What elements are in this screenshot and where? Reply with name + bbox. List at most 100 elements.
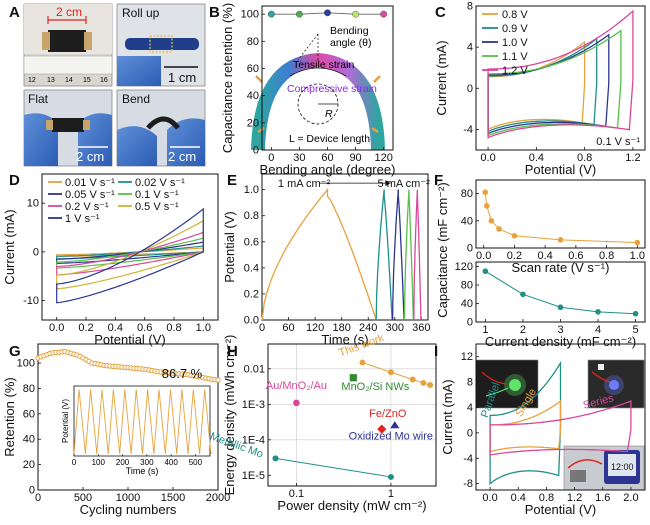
panel-label-b: B [209, 4, 220, 21]
y-tick-label: 0.2 [244, 288, 259, 300]
x-tick-label: 0.4 [511, 492, 526, 504]
plot-frame [267, 343, 437, 487]
photo-led-green [475, 359, 539, 409]
photo-caption-roll-up: Roll up [122, 6, 160, 20]
y-axis-label: Current (mA) [2, 209, 17, 284]
x-tick-label: 0.8 [539, 492, 554, 504]
y-tick-label: 0.4 [244, 262, 259, 274]
y-tick-label: 4 [467, 402, 473, 414]
x-axis-label: Potential (V) [525, 502, 597, 517]
legend-label: 1.0 V [502, 37, 528, 49]
scan-rate-point [483, 203, 490, 209]
photo-caption-flat: Flat [28, 92, 49, 106]
y-tick-label: 0 [33, 246, 39, 258]
current-density-point [557, 304, 564, 311]
current-density-low-label: 1 mA cm⁻² [278, 178, 331, 190]
current-density-point [482, 268, 489, 275]
panel-a: A 2 cm 12 13 14 15 16 Roll up [9, 3, 206, 167]
scan-rate-line [484, 192, 638, 244]
panel-h: H 0.1 1 1E-5 1E-4 1E-3 0.01 Power density (mW … [208, 332, 437, 513]
x-axis-label: Bending angle (degree) [260, 162, 396, 177]
series-marker [349, 374, 357, 382]
y-tick-label: 8 [467, 1, 473, 13]
legend-label: 0.9 V [502, 23, 528, 35]
x-tick-label: 0.0 [482, 492, 497, 504]
inset-x-axis-label: Time (s) [126, 466, 159, 476]
y-tick-label: 80 [247, 36, 259, 48]
retention-point [296, 10, 303, 18]
x-tick-label: 4 [595, 324, 601, 336]
y-tick-label: 0 [29, 485, 35, 497]
x-axis-label: Cycling numbers [80, 502, 177, 517]
gcd-curve [375, 189, 393, 321]
x-tick-label: 0 [259, 322, 265, 334]
y-axis-label: Current (mA) [440, 379, 455, 454]
x-tick-label: 0 [268, 152, 274, 164]
panel-i: I 12:00 0.0 0.4 0.8 1.2 1.6 2.0 -8 -4 0 4 8 12 Poten… [434, 343, 646, 517]
photo-ruler: 2 cm 12 13 14 15 16 [23, 3, 113, 87]
scan-rate-point [482, 189, 489, 196]
x-tick-label: 0.4 [537, 250, 552, 262]
y-tick-label: 8 [467, 377, 473, 389]
ruler-tick-13: 13 [47, 77, 55, 84]
y-axis-label: Capacitance retention (%) [220, 3, 235, 153]
x-axis-label: Scan rate (V s⁻¹) [512, 260, 610, 275]
series-marker [359, 359, 366, 366]
series-marker [387, 369, 394, 376]
annotation-arrowhead [385, 180, 391, 187]
x-tick-label: 240 [359, 322, 377, 334]
y-tick-label: 0 [253, 145, 259, 157]
panel-b: B Bending angle (θ) Tensile strain Compr… [209, 3, 395, 177]
y-tick-label: 1E-3 [242, 399, 265, 411]
photo-led-blue [587, 359, 645, 409]
legend-label: 0.1 V s⁻¹ [135, 189, 179, 201]
x-tick-label: 30 [293, 152, 305, 164]
series-label: Fe/ZnO [369, 408, 407, 420]
legend-label: 0.05 V s⁻¹ [65, 189, 115, 201]
y-tick-label: 1.0 [244, 184, 259, 196]
x-tick-label: 0.0 [49, 322, 64, 334]
plot-frame [475, 179, 646, 249]
plot-frame [261, 173, 429, 321]
series-marker [292, 399, 300, 406]
x-tick-label: 0.0 [476, 250, 491, 262]
x-tick-label: 2.0 [623, 492, 638, 504]
x-tick-label: 0.2 [78, 322, 93, 334]
compressive-strain-label: Compressive strain [287, 83, 377, 95]
current-density-point [520, 291, 526, 298]
x-tick-label: 1 [482, 324, 488, 336]
y-tick-label: 100 [241, 9, 259, 21]
x-axis-label: Potential (V) [94, 332, 166, 347]
inset-x-tick-label: 300 [140, 458, 154, 467]
x-tick-label: 500 [74, 492, 92, 504]
x-tick-label: 1.0 [196, 322, 211, 334]
y-tick-label: 60 [247, 63, 259, 75]
x-tick-label: 1.2 [567, 492, 582, 504]
photo-measure-label: 2 cm [56, 5, 82, 19]
x-tick-label: 3 [557, 324, 563, 336]
x-tick-label: 2000 [206, 492, 230, 504]
cv-curve [489, 400, 632, 456]
cv-curve [487, 9, 634, 139]
panel-label-h: H [227, 343, 238, 360]
y-tick-label: 20 [23, 459, 35, 471]
y-tick-label: 1E-5 [242, 470, 265, 482]
gcd-curve [261, 187, 377, 321]
x-tick-label: 60 [321, 152, 333, 164]
device-length-label: L = Device length [289, 133, 370, 145]
y-tick-label: 40 [247, 90, 259, 102]
gcd-curve [391, 189, 405, 321]
current-density-point [595, 309, 601, 315]
panel-label-d: D [9, 172, 20, 189]
gcd-curve [413, 189, 422, 321]
scan-rate-point [634, 239, 641, 246]
photo-clock: 12:00 [563, 445, 645, 491]
panel-label-g: G [9, 343, 21, 360]
scan-rate-point [496, 226, 502, 232]
x-tick-label: 5 [633, 324, 639, 336]
x-tick-label: 120 [306, 322, 324, 334]
inset-x-tick-label: 0 [72, 458, 77, 467]
x-tick-label: 0.8 [166, 322, 181, 334]
photo-scale-bend: 2 cm [168, 149, 196, 164]
